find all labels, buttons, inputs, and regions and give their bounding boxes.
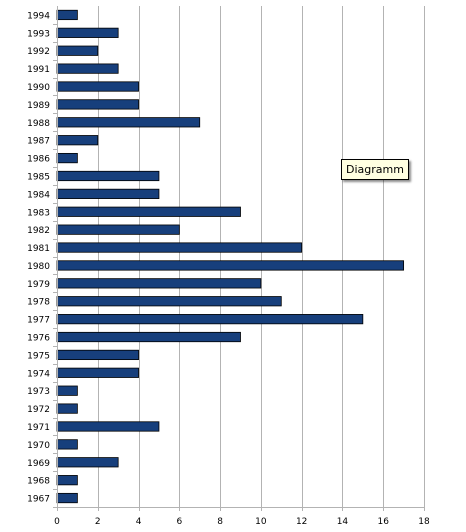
x-tick-label: 6: [176, 517, 182, 527]
bar: [56, 278, 262, 289]
bar: [56, 349, 139, 361]
y-tick-label: 1967: [27, 495, 50, 505]
bar: [56, 45, 99, 56]
bar: [56, 63, 119, 74]
y-tick-label: 1989: [27, 101, 50, 111]
bar: [56, 99, 139, 110]
y-tick-label: 1991: [27, 65, 50, 75]
y-tick-label: 1969: [27, 459, 50, 469]
y-tick-label: 1979: [27, 280, 50, 290]
x-tick-label: 18: [418, 517, 430, 527]
y-tick-label: 1988: [27, 119, 50, 129]
y-tick-label: 1980: [27, 262, 50, 272]
y-tick-label: 1986: [27, 155, 50, 165]
x-tick-label: 14: [337, 517, 349, 527]
bar: [56, 403, 78, 414]
bar: [56, 27, 119, 38]
bar: [56, 81, 139, 92]
y-tick-label: 1978: [27, 298, 50, 308]
x-tick-label: 8: [217, 517, 223, 527]
y-tick-label: 1984: [27, 190, 50, 200]
bar: [56, 367, 139, 378]
chart-tooltip: Diagramm: [341, 159, 409, 180]
y-tick-label: 1992: [27, 47, 50, 57]
y-tick-label: 1983: [27, 208, 50, 218]
bar: [56, 421, 160, 432]
bar: [56, 439, 78, 450]
bar: [56, 170, 160, 182]
y-tick-label: 1993: [27, 29, 50, 39]
bar: [56, 475, 78, 486]
x-tick-label: 16: [377, 517, 389, 527]
bar: [56, 206, 241, 217]
y-tick-label: 1987: [27, 137, 50, 147]
y-tick-label: 1982: [27, 226, 50, 236]
bar: [56, 331, 241, 343]
bar: [56, 135, 99, 146]
bar: [56, 224, 180, 235]
y-tick-labels: 1994 1993 1992 1991 1990 1989 1988 1987 1986 1985…: [27, 11, 50, 504]
x-tick-label: 0: [54, 517, 60, 527]
y-tick-label: 1971: [27, 423, 50, 433]
x-tick-label: 10: [255, 517, 267, 527]
bar: [56, 296, 282, 307]
bar: [56, 152, 78, 164]
y-tick-label: 1975: [27, 351, 50, 361]
bar: [56, 457, 119, 468]
grid-lines: [98, 6, 425, 507]
bar: [56, 242, 303, 253]
y-tick-label: 1994: [27, 11, 50, 21]
y-tick-label: 1976: [27, 334, 50, 344]
bars: [56, 9, 405, 504]
x-tick-label: 12: [296, 517, 307, 527]
y-tick-label: 1990: [27, 83, 50, 93]
bar: [56, 260, 405, 271]
y-tick-label: 1972: [27, 405, 50, 415]
y-tick-label: 1981: [27, 244, 50, 254]
y-tick-label: 1974: [27, 369, 50, 379]
x-tick-label: 2: [95, 517, 101, 527]
y-tick-label: 1977: [27, 316, 50, 326]
x-tick-label: 4: [136, 517, 142, 527]
axes: [53, 6, 425, 511]
x-tick-labels: 0 2 4 6 8 10 12 14 16 18: [54, 517, 430, 527]
y-tick-label: 1985: [27, 172, 50, 182]
y-tick-label: 1968: [27, 477, 50, 487]
bar: [56, 385, 78, 396]
y-tick-label: 1973: [27, 387, 50, 397]
bar: [56, 314, 364, 325]
bar: [56, 9, 78, 21]
bar: [56, 117, 201, 128]
y-tick-label: 1970: [27, 441, 50, 451]
bar: [56, 188, 160, 199]
bar: [56, 492, 78, 504]
